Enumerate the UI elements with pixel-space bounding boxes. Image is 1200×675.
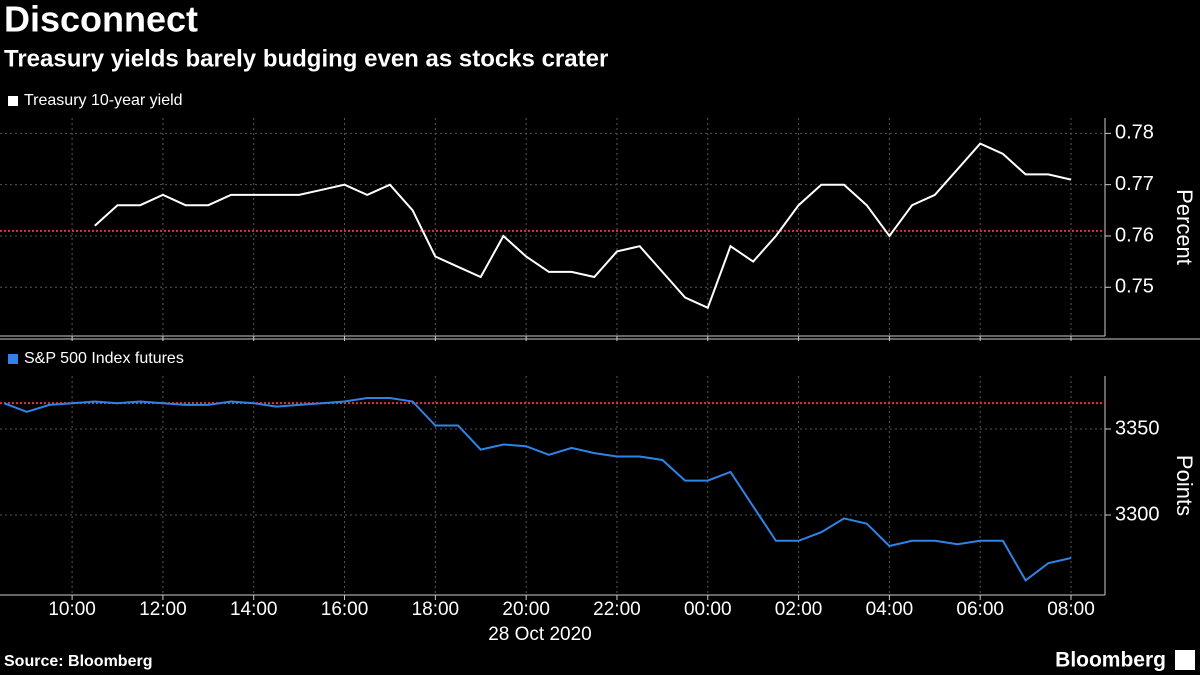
legend-label: S&P 500 Index futures [24,350,184,367]
data-line [94,142,1072,310]
x-tick-label: 10:00 [48,599,96,620]
legend-swatch [8,96,18,106]
y-tick-label: 0.77 [1115,173,1154,195]
y-tick-label: 3350 [1115,417,1160,439]
y-tick-label: 0.76 [1115,224,1154,246]
brand-icon [1175,650,1195,670]
x-tick-label: 06:00 [956,599,1004,620]
x-tick-label: 20:00 [502,599,550,620]
data-line [3,397,1072,582]
x-tick-label: 12:00 [139,599,187,620]
x-tick-label: 22:00 [593,599,641,620]
chart-subtitle: Treasury yields barely budging even as s… [4,45,608,72]
y-tick-label: 0.78 [1115,122,1154,144]
y-tick-label: 3300 [1115,503,1160,525]
x-tick-label: 18:00 [412,599,460,620]
y-axis-title: Points [1172,455,1197,516]
x-tick-label: 16:00 [321,599,369,620]
x-tick-label: 04:00 [866,599,914,620]
source: Source: Bloomberg [4,653,152,670]
x-tick-label: 02:00 [775,599,823,620]
y-axis-title: Percent [1172,189,1197,265]
x-tick-label: 14:00 [230,599,278,620]
legend-label: Treasury 10-year yield [24,92,183,109]
x-tick-label: 00:00 [684,599,732,620]
legend-swatch [8,354,18,364]
date-label: 28 Oct 2020 [488,624,592,645]
x-tick-label: 08:00 [1047,599,1095,620]
y-tick-label: 0.75 [1115,276,1154,298]
chart-title: Disconnect [4,0,198,40]
brand: Bloomberg [1055,649,1166,672]
